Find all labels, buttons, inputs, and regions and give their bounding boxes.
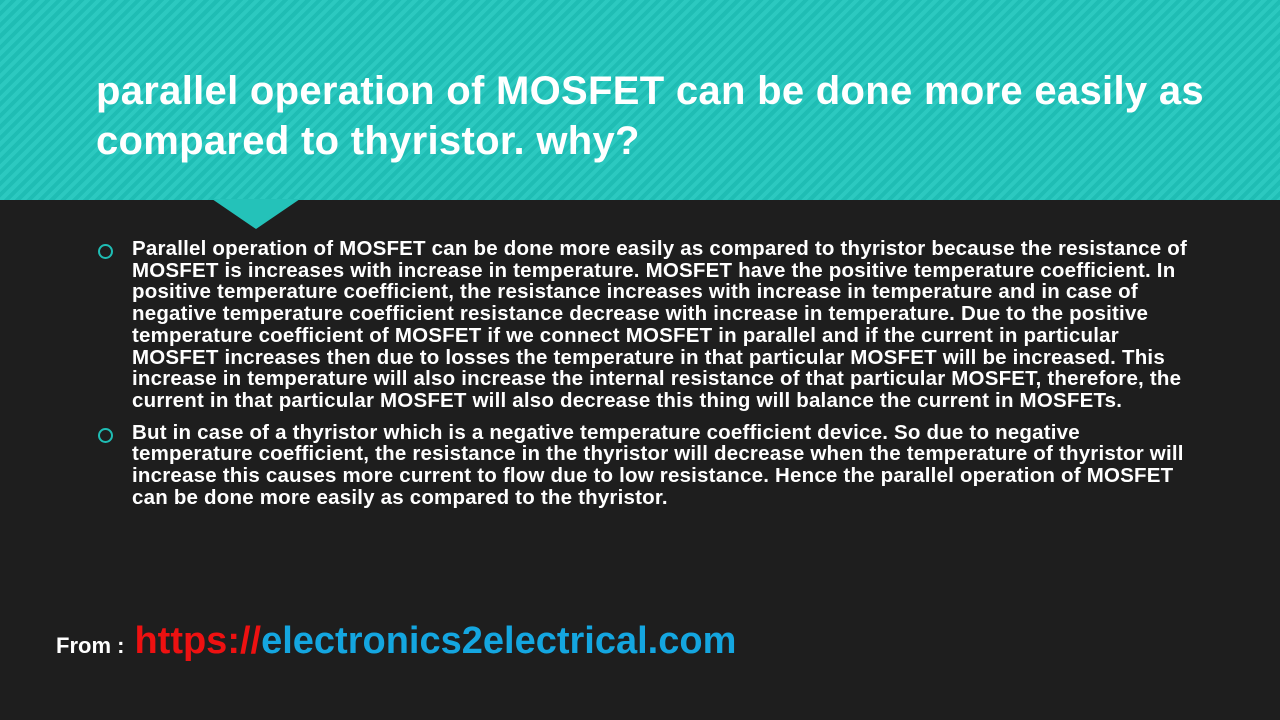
title-banner — [0, 0, 1280, 200]
from-label: From : — [56, 633, 125, 658]
url-domain[interactable]: electronics2electrical.com — [261, 620, 737, 662]
slide-title: parallel operation of MOSFET can be done… — [96, 69, 1204, 163]
url-protocol[interactable]: https:// — [134, 620, 262, 662]
banner-notch — [212, 199, 300, 229]
circle-bullet-icon — [98, 244, 113, 259]
source-footer: From : https:// electronics2electrical.c… — [56, 620, 736, 663]
bullet-item: But in case of a thyristor which is a ne… — [96, 420, 1206, 509]
bullet-text: Parallel operation of MOSFET can be done… — [132, 237, 1188, 412]
circle-bullet-icon — [98, 427, 113, 443]
bullet-text: But in case of a thyristor which is a ne… — [132, 420, 1184, 509]
bullet-item: Parallel operation of MOSFET can be done… — [96, 238, 1206, 412]
slide-content: Parallel operation of MOSFET can be done… — [96, 238, 1206, 518]
